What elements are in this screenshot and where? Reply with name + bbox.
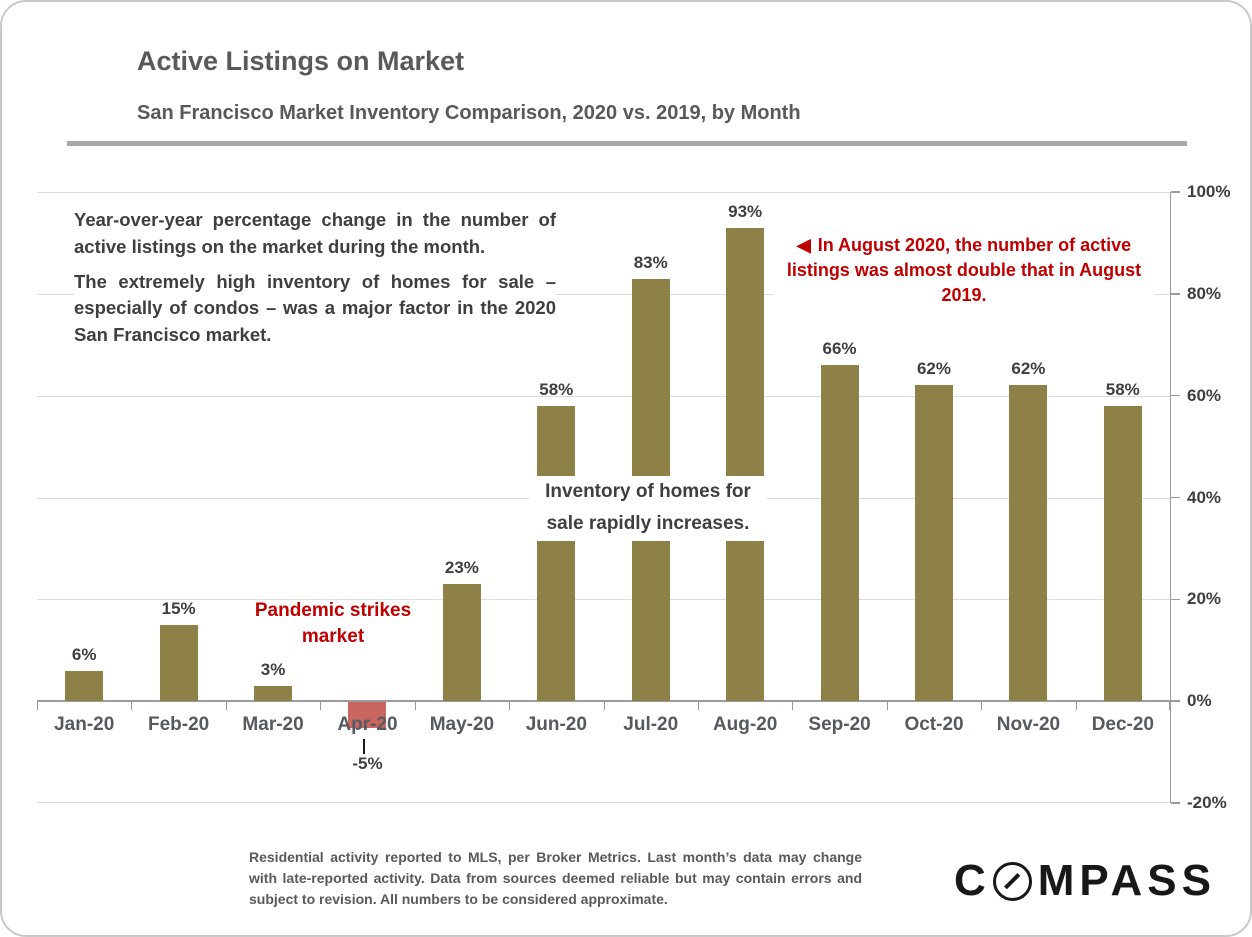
august-annotation-text: In August 2020, the number of active lis… [786, 235, 1142, 306]
x-axis-category-label: Nov-20 [996, 714, 1061, 735]
x-axis-category-label: Dec-20 [1091, 714, 1155, 735]
bar-value-label: 66% [822, 339, 857, 359]
x-axis-tick [226, 701, 227, 711]
bar-value-label: 3% [260, 659, 286, 679]
plot-area: 6% 15% 3% -5% 23% 58% 83% 93% 66% 62% 62% 58% [37, 192, 1170, 803]
y-axis-tick [1171, 802, 1180, 804]
x-axis-tick [981, 701, 982, 711]
bar-May-20 [442, 584, 481, 702]
x-axis-tick [1076, 701, 1077, 711]
bars-layer: 6% 15% 3% -5% 23% 58% 83% 93% 66% 62% 62% 58% [37, 192, 1170, 803]
gridline--20% [37, 802, 1170, 803]
x-axis-category-label: Feb-20 [148, 714, 210, 735]
x-axis-category-label: Jun-20 [525, 714, 587, 735]
bar-value-label: 6% [71, 644, 97, 664]
description-paragraph-2: The extremely high inventory of homes fo… [74, 270, 556, 346]
bar-Mar-20 [254, 685, 293, 702]
x-axis-tick [509, 701, 510, 711]
bar-Aug-20 [726, 227, 765, 702]
pandemic-annotation: Pandemic strikes market [254, 600, 412, 647]
y-axis-label: 80% [1187, 283, 1222, 303]
bar-value-label: 93% [728, 201, 763, 221]
x-axis-category-label: Apr-20 [337, 714, 398, 735]
x-axis-labels: Jan-20 Feb-20 Mar-20 Apr-20 May-20 Jun-20 Jul-… [37, 714, 1170, 736]
gridline-60% [37, 395, 1170, 397]
bar-value-label: -5% [352, 754, 383, 774]
x-axis-tick [698, 701, 699, 711]
compass-logo: C MPASS [954, 856, 1216, 906]
y-axis-label: 0% [1187, 691, 1212, 711]
x-axis-category-label: Oct-20 [904, 714, 964, 735]
gridline-100% [37, 192, 1170, 193]
header-divider [67, 141, 1187, 146]
x-axis-category-label: Jul-20 [623, 714, 679, 735]
y-axis-tick [1171, 496, 1180, 499]
bar-Sep-20 [820, 365, 859, 702]
x-axis-tick [604, 701, 605, 711]
y-axis: 100% 80% 60% 40% 20% 0% -20% [1170, 182, 1250, 812]
x-axis-tick [131, 701, 132, 711]
logo-text-prefix: C [954, 856, 991, 905]
x-axis-tick [887, 701, 888, 711]
chart-description: Year-over-year percentage change in the … [74, 207, 556, 358]
bar-Jun-20 [537, 405, 576, 702]
y-axis-label: -20% [1187, 793, 1227, 812]
x-axis-tick [320, 701, 321, 711]
y-axis-label: 20% [1187, 589, 1222, 609]
y-axis-label: 60% [1187, 385, 1222, 405]
bar-value-label: 23% [444, 558, 479, 578]
bar-value-label: 62% [916, 359, 951, 379]
bar-Dec-20 [1103, 405, 1142, 702]
y-axis-tick [1171, 394, 1180, 397]
bar-Jan-20 [65, 670, 104, 702]
page-subtitle: San Francisco Market Inventory Compariso… [137, 102, 801, 124]
x-axis-category-label: Jan-20 [54, 714, 115, 735]
gridline-20% [37, 599, 1170, 601]
y-axis-tick [1171, 191, 1180, 193]
bar-Nov-20 [1009, 385, 1048, 702]
y-axis-tick [1171, 598, 1180, 601]
x-axis-tick [415, 701, 416, 711]
description-paragraph-1: Year-over-year percentage change in the … [74, 209, 556, 257]
bar-value-label: 62% [1011, 359, 1046, 379]
bar-Feb-20 [159, 624, 198, 702]
left-arrow-icon: ◀ [796, 235, 811, 255]
bar-Apr-20 [348, 702, 387, 728]
august-annotation: ◀ In August 2020, the number of active li… [774, 233, 1154, 309]
bar-value-label: 58% [1105, 379, 1140, 399]
y-axis-label: 100% [1187, 182, 1231, 201]
inventory-annotation: Inventory of homes for sale rapidly incr… [529, 476, 767, 541]
x-axis-line [37, 700, 1170, 703]
leader-line [363, 739, 365, 755]
x-axis-category-label: Sep-20 [808, 714, 871, 735]
bar-value-label: 15% [161, 598, 196, 618]
compass-o-icon [992, 861, 1032, 901]
bar-Oct-20 [914, 385, 953, 702]
gridline-80% [37, 293, 1170, 295]
y-axis-tick [1171, 700, 1180, 702]
x-axis-tick [37, 701, 38, 711]
logo-text-suffix: MPASS [1037, 856, 1216, 905]
x-axis-category-label: Aug-20 [712, 714, 778, 735]
y-axis-label: 40% [1187, 487, 1222, 507]
x-axis-category-label: Mar-20 [242, 714, 304, 735]
footer-disclaimer: Residential activity reported to MLS, pe… [249, 849, 862, 907]
bar-value-label: 58% [539, 379, 574, 399]
x-axis-tick [792, 701, 793, 711]
y-axis-tick [1171, 293, 1180, 295]
page-title: Active Listings on Market [137, 46, 465, 76]
x-axis-tick [1169, 701, 1170, 711]
x-axis-category-label: May-20 [429, 714, 495, 735]
bar-value-label: 83% [633, 252, 668, 272]
